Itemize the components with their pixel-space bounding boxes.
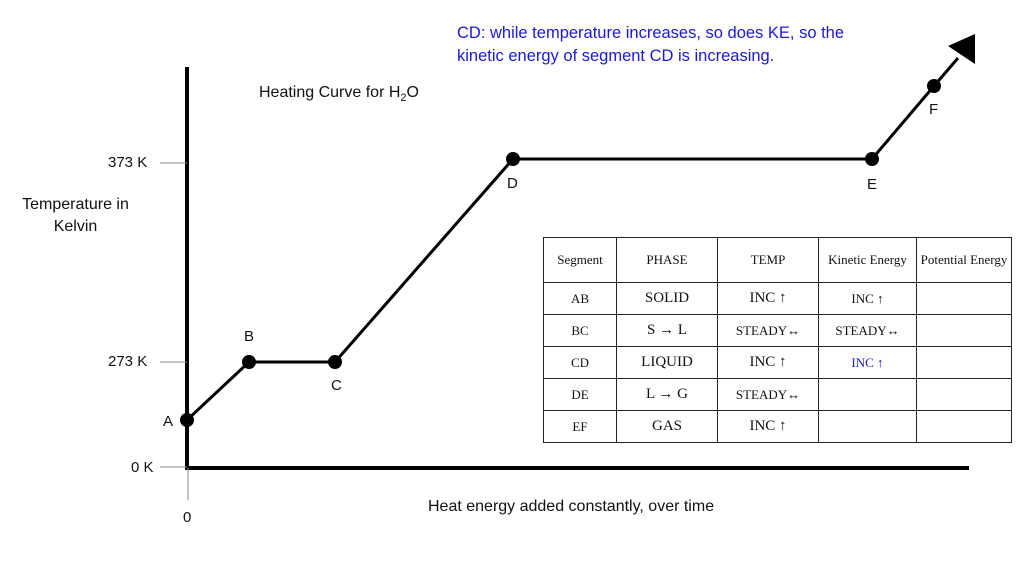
cell-phase: GAS (616, 410, 718, 443)
cell-segment: EF (543, 410, 617, 443)
cell-temp: STEADY↔ (717, 314, 819, 347)
cell-pe (916, 378, 1012, 411)
point-label-b: B (244, 328, 255, 345)
point-b (242, 355, 256, 369)
point-e (865, 152, 879, 166)
cell-pe (916, 410, 1012, 443)
table-row: EF GAS INC ↑ (543, 410, 1012, 443)
y-tick-273: 273 K (108, 353, 148, 370)
y-tick-0k: 0 K (131, 459, 154, 476)
chart-title: Heating Curve for H2O (259, 84, 419, 105)
cell-segment: BC (543, 314, 617, 347)
header-potential-energy: Potential Energy (916, 237, 1012, 283)
point-c (328, 355, 342, 369)
cell-temp: STEADY↔ (717, 378, 819, 411)
x-axis-label: Heat energy added constantly, over time (428, 498, 715, 515)
annotation-text: CD: while temperature increases, so does… (457, 24, 845, 65)
point-label-a: A (163, 413, 174, 430)
cell-ke (818, 410, 917, 443)
point-label-f: F (929, 101, 939, 118)
table-row: CD LIQUID INC ↑ INC ↑ (543, 346, 1012, 379)
header-kinetic-energy: Kinetic Energy (818, 237, 917, 283)
cell-temp: INC ↑ (717, 410, 819, 443)
cell-phase: S → L (616, 314, 718, 347)
point-a (180, 413, 194, 427)
point-d (506, 152, 520, 166)
x-tick-0: 0 (183, 509, 192, 526)
cell-segment: AB (543, 282, 617, 315)
cell-ke: INC ↑ (818, 282, 917, 315)
cell-pe (916, 282, 1012, 315)
cell-pe (916, 314, 1012, 347)
point-label-d: D (507, 175, 518, 192)
cell-phase: LIQUID (616, 346, 718, 379)
y-axis-label: Temperature in Kelvin (22, 196, 129, 235)
cell-segment: CD (543, 346, 617, 379)
point-label-e: E (867, 176, 878, 193)
table-row: DE L → G STEADY↔ (543, 378, 1012, 411)
table-header-row: Segment PHASE TEMP Kinetic Energy Potent… (543, 237, 1012, 283)
cell-segment: DE (543, 378, 617, 411)
cell-ke (818, 378, 917, 411)
table-row: AB SOLID INC ↑ INC ↑ (543, 282, 1012, 315)
cell-phase: L → G (616, 378, 718, 411)
header-phase: PHASE (616, 237, 718, 283)
cell-ke: INC ↑ (818, 346, 917, 379)
point-f (927, 79, 941, 93)
point-label-c: C (331, 377, 342, 394)
cell-temp: INC ↑ (717, 282, 819, 315)
cell-temp: INC ↑ (717, 346, 819, 379)
header-temp: TEMP (717, 237, 819, 283)
table-row: BC S → L STEADY↔ STEADY↔ (543, 314, 1012, 347)
curve-arrowhead (948, 34, 975, 64)
cell-phase: SOLID (616, 282, 718, 315)
header-segment: Segment (543, 237, 617, 283)
cell-ke: STEADY↔ (818, 314, 917, 347)
energy-table: Segment PHASE TEMP Kinetic Energy Potent… (543, 237, 1012, 443)
y-tick-373: 373 K (108, 154, 148, 171)
cell-pe (916, 346, 1012, 379)
